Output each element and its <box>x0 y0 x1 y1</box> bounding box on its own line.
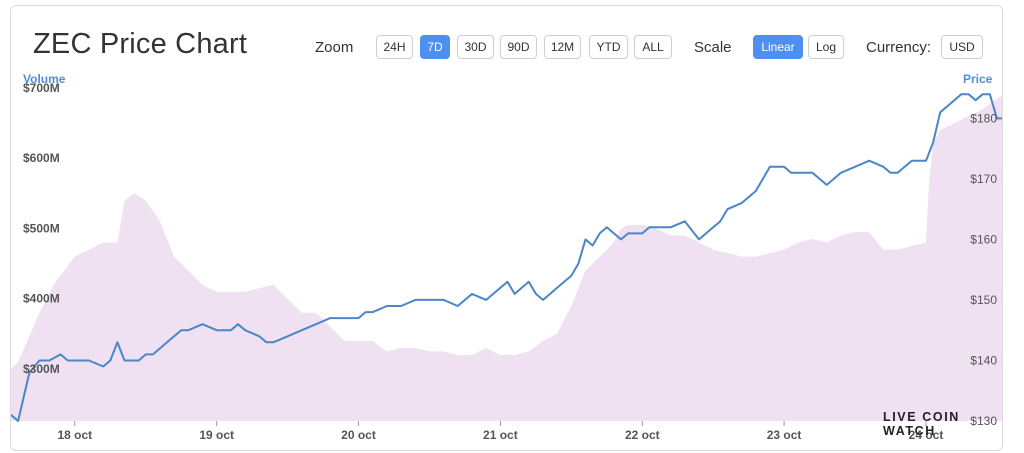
zoom-24h-button[interactable]: 24H <box>376 35 413 59</box>
price-tick-label: $160 <box>970 232 997 246</box>
x-tick-label: 18 oct <box>57 428 92 442</box>
currency-usd-button[interactable]: USD <box>941 35 983 59</box>
x-tick-label: 24 oct <box>909 428 944 442</box>
price-tick-label: $180 <box>970 111 997 125</box>
scale-linear-button[interactable]: Linear <box>753 35 803 59</box>
zoom-12m-button[interactable]: 12M <box>544 35 581 59</box>
zoom-30d-button[interactable]: 30D <box>457 35 494 59</box>
volume-tick-label: $600M <box>23 151 60 165</box>
chart-title: ZEC Price Chart <box>33 28 248 60</box>
price-tick-label: $170 <box>970 172 997 186</box>
zoom-all-button[interactable]: ALL <box>634 35 672 59</box>
price-axis-title: Price <box>963 72 993 86</box>
zoom-7d-button[interactable]: 7D <box>420 35 450 59</box>
zoom-label: Zoom <box>315 39 354 56</box>
x-tick-label: 22 oct <box>625 428 660 442</box>
x-tick-label: 23 oct <box>767 428 802 442</box>
chart-card: $300M $400M $500M $600M $700M $130 $140 $150 $1… <box>10 5 1003 451</box>
scale-label: Scale <box>694 39 732 56</box>
price-line <box>11 93 1002 422</box>
volume-tick-label: $300M <box>23 362 60 376</box>
currency-label: Currency: <box>866 39 932 56</box>
zoom-90d-button[interactable]: 90D <box>500 35 537 59</box>
volume-tick-label: $500M <box>23 222 60 236</box>
price-tick-label: $140 <box>970 354 997 368</box>
volume-area <box>11 95 1002 421</box>
zoom-ytd-button[interactable]: YTD <box>589 35 628 59</box>
volume-tick-label: $700M <box>23 81 60 95</box>
x-tick-label: 21 oct <box>483 428 518 442</box>
x-tick-label: 19 oct <box>199 428 234 442</box>
x-tick-label: 20 oct <box>341 428 376 442</box>
price-tick-label: $130 <box>970 414 997 428</box>
volume-tick-label: $400M <box>23 292 60 306</box>
volume-axis-title: Volume <box>23 72 66 86</box>
chart-plot: $300M $400M $500M $600M $700M $130 $140 $150 $1… <box>11 81 1002 442</box>
price-tick-label: $150 <box>970 293 997 307</box>
scale-log-button[interactable]: Log <box>808 35 844 59</box>
live-coin-watch-logo: LIVE COIN WATCH <box>883 410 960 438</box>
